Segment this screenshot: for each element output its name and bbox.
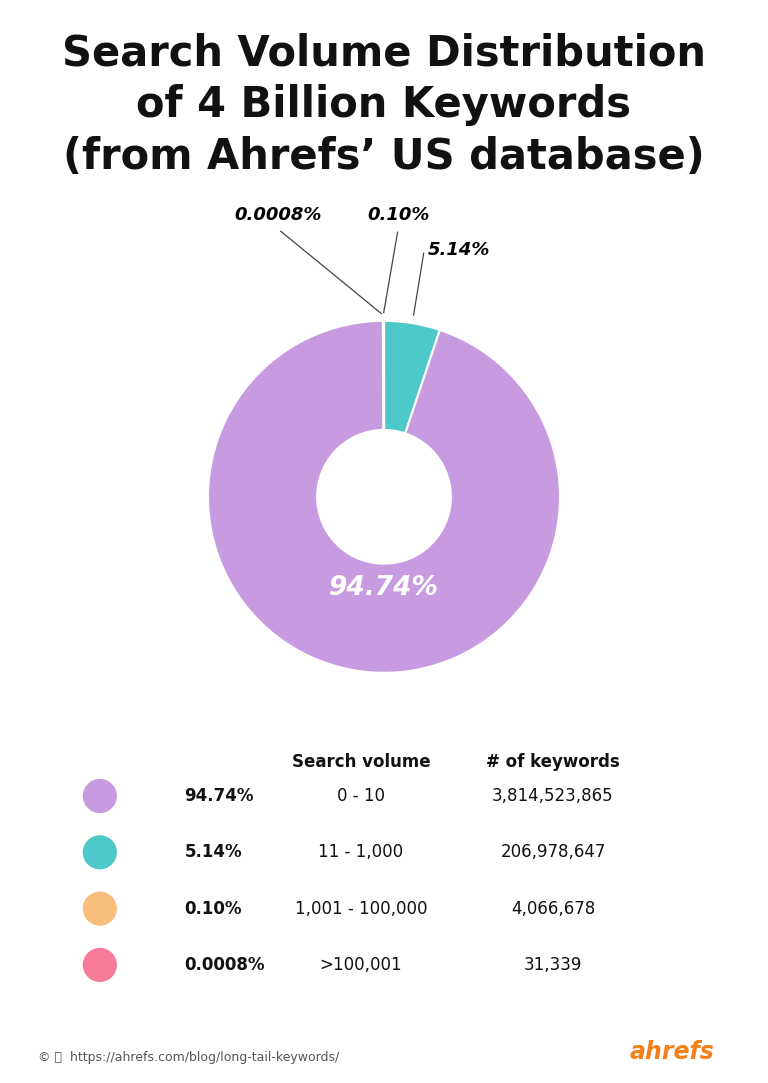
Circle shape	[84, 836, 116, 869]
Text: 31,339: 31,339	[524, 956, 582, 974]
Text: ahrefs: ahrefs	[629, 1040, 714, 1064]
Wedge shape	[384, 321, 440, 433]
Text: # of keywords: # of keywords	[486, 753, 620, 771]
Text: 5.14%: 5.14%	[184, 844, 242, 861]
Text: Search Volume Distribution
of 4 Billion Keywords
(from Ahrefs’ US database): Search Volume Distribution of 4 Billion …	[62, 32, 706, 179]
Text: 3,814,523,865: 3,814,523,865	[492, 787, 614, 805]
Wedge shape	[208, 321, 560, 673]
Text: 0.0008%: 0.0008%	[235, 206, 322, 224]
Text: 11 - 1,000: 11 - 1,000	[319, 844, 403, 861]
Wedge shape	[383, 321, 384, 430]
Text: >100,001: >100,001	[319, 956, 402, 974]
Circle shape	[84, 949, 116, 981]
Text: 1,001 - 100,000: 1,001 - 100,000	[295, 900, 427, 917]
Text: © ⓘ  https://ahrefs.com/blog/long-tail-keywords/: © ⓘ https://ahrefs.com/blog/long-tail-ke…	[38, 1051, 339, 1064]
Text: 94.74%: 94.74%	[184, 787, 253, 805]
Text: 0.0008%: 0.0008%	[184, 956, 265, 974]
Text: 0.10%: 0.10%	[367, 206, 429, 224]
Text: Search volume: Search volume	[292, 753, 430, 771]
Circle shape	[84, 892, 116, 925]
Text: 5.14%: 5.14%	[428, 242, 490, 259]
Text: 206,978,647: 206,978,647	[500, 844, 606, 861]
Text: 4,066,678: 4,066,678	[511, 900, 595, 917]
Text: 0 - 10: 0 - 10	[337, 787, 385, 805]
Text: 94.74%: 94.74%	[329, 575, 439, 601]
Circle shape	[84, 780, 116, 812]
Text: 0.10%: 0.10%	[184, 900, 242, 917]
